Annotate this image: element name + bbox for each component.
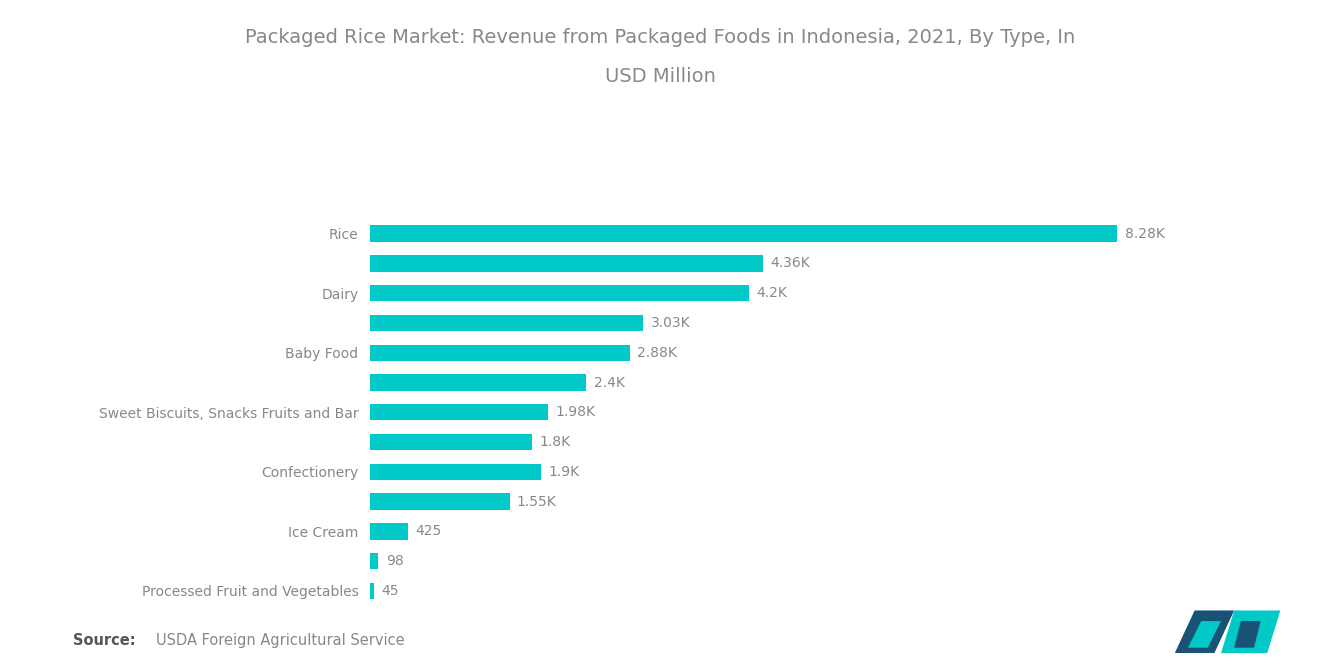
Bar <box>370 583 374 599</box>
Bar <box>370 434 532 450</box>
Text: 4.36K: 4.36K <box>771 257 810 271</box>
Text: 1.55K: 1.55K <box>517 495 557 509</box>
Text: Packaged Rice Market: Revenue from Packaged Foods in Indonesia, 2021, By Type, I: Packaged Rice Market: Revenue from Packa… <box>246 27 1074 47</box>
Bar <box>370 374 586 391</box>
Text: Source:: Source: <box>73 633 135 648</box>
Text: USDA Foreign Agricultural Service: USDA Foreign Agricultural Service <box>156 633 404 648</box>
Bar <box>370 344 630 361</box>
Text: 8.28K: 8.28K <box>1125 227 1164 241</box>
Text: 98: 98 <box>385 554 404 568</box>
Bar <box>370 553 379 569</box>
Bar <box>370 225 1118 242</box>
Bar <box>370 523 408 539</box>
Bar <box>370 493 510 510</box>
Bar <box>370 315 643 331</box>
Text: 1.9K: 1.9K <box>548 465 579 479</box>
Text: 1.98K: 1.98K <box>556 405 595 420</box>
Text: 4.2K: 4.2K <box>756 286 787 300</box>
Polygon shape <box>1188 621 1221 648</box>
Bar <box>370 464 541 480</box>
Polygon shape <box>1234 621 1261 648</box>
Text: USD Million: USD Million <box>605 67 715 86</box>
Text: 3.03K: 3.03K <box>651 316 690 330</box>
Text: 2.4K: 2.4K <box>594 376 624 390</box>
Polygon shape <box>1221 610 1280 653</box>
Text: 1.8K: 1.8K <box>540 435 570 449</box>
Text: 45: 45 <box>381 584 399 598</box>
Text: 2.88K: 2.88K <box>638 346 677 360</box>
Polygon shape <box>1175 610 1234 653</box>
Text: 425: 425 <box>416 525 441 539</box>
Bar <box>370 404 548 420</box>
Bar <box>370 285 748 301</box>
Bar <box>370 255 763 271</box>
